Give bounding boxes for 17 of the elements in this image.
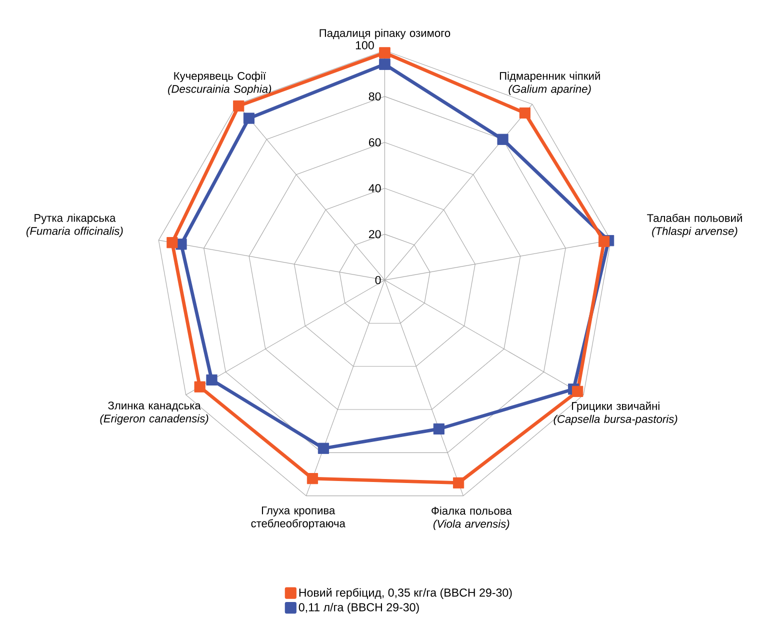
y-tick-label: 40 bbox=[368, 184, 381, 192]
spoke-label: Кучерявець Софії (Descurainia Sophia) bbox=[168, 72, 272, 96]
y-tick-label: 0 bbox=[375, 276, 381, 284]
y-tick-label: 80 bbox=[368, 92, 381, 101]
y-tick-label: 100 bbox=[356, 41, 374, 50]
y-tick-label: 60 bbox=[368, 138, 381, 146]
y-tick-label: 20 bbox=[368, 230, 381, 238]
spoke-label: Рутка лікарська (Fumaria officinalis) bbox=[26, 214, 123, 238]
spoke-label: Глуха кропива стеблеобгортаюча bbox=[251, 506, 346, 530]
legend-label: 0,11 л/га (BBCH 29-30) bbox=[298, 602, 419, 614]
spoke-label: Фіалка польова (Viola arvensis) bbox=[432, 506, 512, 530]
legend-label: Новий гербіцид, 0,35 кг/га (BBCH 29-30) bbox=[299, 588, 512, 600]
spoke-label: Падалиця ріпаку озимого bbox=[320, 28, 450, 40]
spoke-label: Талабан польовий (Thlaspi arvense) bbox=[647, 214, 742, 238]
spoke-label: Злинка канадська (Erigeron canadensis) bbox=[100, 402, 208, 425]
spoke-label: Підмаренник чіпкий (Galium aparine) bbox=[500, 72, 600, 96]
spoke-label: Грицики звичайні (Capsella bursa-pastoris) bbox=[554, 402, 678, 426]
